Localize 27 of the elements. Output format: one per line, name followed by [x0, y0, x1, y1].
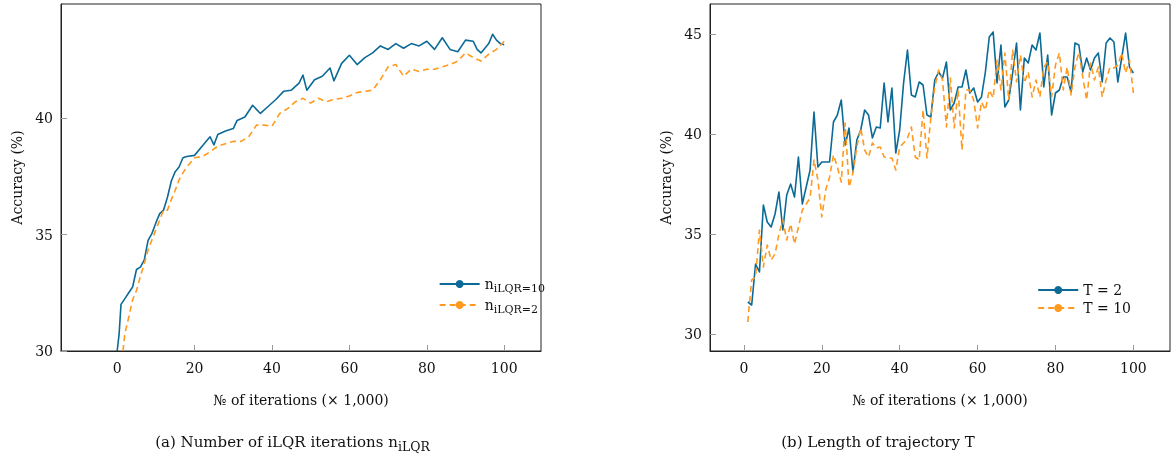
- text: (a) Number of iLQR iterations n$_{iLQR}$: [154, 433, 431, 454]
- y-axis-title: Accuracy (%): [658, 130, 675, 226]
- x-tick-label: 80: [1046, 360, 1065, 376]
- y-tick-label: 40: [35, 110, 53, 127]
- y-tick-label: 30: [684, 326, 702, 342]
- text: (b) Length of trajectory T: [780, 433, 976, 451]
- x-axis-title: № of iterations (× 1,000): [213, 392, 389, 408]
- legend-label: T = 2: [1083, 282, 1123, 298]
- x-tick-label: 0: [112, 360, 122, 376]
- y-tick-label: 45: [684, 26, 702, 42]
- x-tick-label: 60: [340, 360, 359, 376]
- y-tick-label: 30: [35, 343, 53, 359]
- y-tick-label: 40: [684, 126, 702, 142]
- y-axis-title: Accuracy (%): [9, 130, 26, 226]
- legend-label: T = 10: [1083, 300, 1132, 316]
- x-tick-label: 100: [1120, 360, 1147, 376]
- x-tick-label: 80: [417, 360, 436, 376]
- y-tick-label: 35: [684, 226, 702, 242]
- x-tick-label: 20: [812, 360, 831, 376]
- y-tick-label: 35: [35, 226, 53, 243]
- x-tick-label: 60: [968, 360, 987, 376]
- x-axis-title: № of iterations (× 1,000): [852, 392, 1028, 408]
- x-tick-label: 40: [890, 360, 909, 376]
- x-tick-label: 20: [185, 360, 204, 376]
- x-tick-label: 0: [739, 360, 749, 376]
- x-tick-label: 40: [263, 360, 281, 376]
- x-tick-label: 100: [490, 360, 518, 376]
